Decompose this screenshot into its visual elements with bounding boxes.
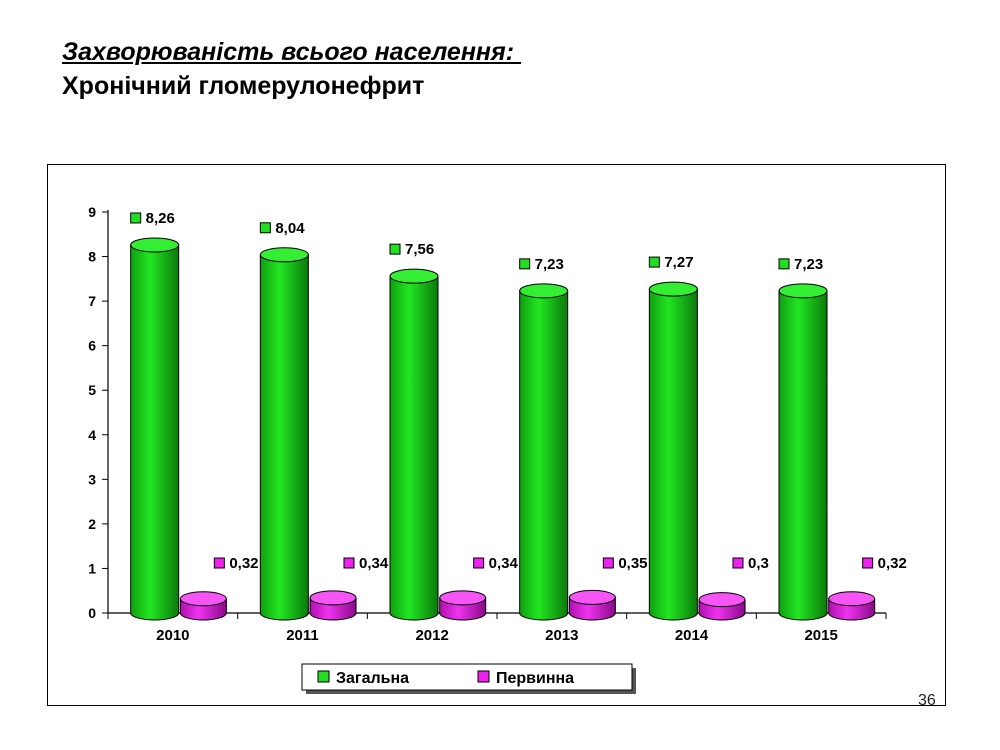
data-label-primary: 0,34 [359, 555, 389, 572]
data-label-total: 7,27 [664, 254, 693, 271]
bar-primary [698, 592, 746, 621]
label-marker-primary [862, 557, 874, 569]
y-tick-label: 4 [88, 427, 96, 443]
label-marker-primary [732, 557, 744, 569]
bar-primary [439, 590, 487, 621]
label-marker-primary [213, 557, 225, 569]
x-tick-label: 2010 [156, 627, 189, 644]
label-marker-total [389, 243, 401, 255]
bar-primary [179, 591, 227, 621]
y-tick-label: 0 [88, 605, 96, 621]
label-marker-total [778, 258, 790, 270]
x-tick-label: 2015 [804, 627, 837, 644]
bar-total [389, 268, 439, 621]
bar-primary [828, 591, 876, 621]
bar-chart: 0 1 2 3 4 5 6 7 8 9 2010 2011 2012 2013 2014 2015 8,26 0,… [88, 204, 907, 694]
label-marker-primary [343, 557, 355, 569]
label-marker-primary [473, 557, 485, 569]
bar-total [259, 247, 309, 621]
data-label-primary: 0,3 [748, 555, 769, 572]
label-marker-total [648, 256, 660, 268]
y-tick-label: 3 [88, 471, 96, 487]
y-tick-label: 8 [88, 249, 96, 265]
x-tick-label: 2014 [675, 627, 709, 644]
slide-title-line1: Захворюваність всього населення: [62, 38, 522, 66]
x-tick-label: 2013 [545, 627, 578, 644]
bar-total [130, 237, 180, 621]
x-tick-label: 2012 [415, 627, 448, 644]
legend-marker [477, 670, 490, 683]
x-tick-label: 2011 [286, 627, 319, 644]
label-marker-total [259, 222, 271, 234]
chart-area: 0 1 2 3 4 5 6 7 8 9 2010 2011 2012 2013 2014 2015 8,26 0,… [47, 164, 946, 706]
data-label-total: 7,23 [794, 256, 823, 273]
data-label-total: 8,26 [146, 210, 175, 227]
label-marker-total [519, 258, 531, 270]
legend-label: Первинна [496, 670, 574, 687]
data-label-total: 7,56 [405, 241, 434, 258]
bar-primary [568, 589, 616, 621]
legend-marker [317, 670, 330, 683]
y-tick-label: 7 [88, 293, 96, 309]
bar-total [519, 283, 569, 621]
data-label-primary: 0,35 [618, 555, 647, 572]
data-label-total: 8,04 [275, 220, 305, 237]
y-tick-label: 9 [88, 204, 96, 220]
slide-title-line2: Хронічний гломерулонефрит [62, 72, 425, 100]
page-number: 36 [918, 692, 936, 709]
data-label-total: 7,23 [535, 256, 564, 273]
bar-primary [309, 590, 357, 621]
data-label-primary: 0,32 [229, 555, 258, 572]
label-marker-total [130, 212, 142, 224]
bar-total [778, 283, 828, 621]
data-label-primary: 0,34 [489, 555, 519, 572]
y-tick-label: 6 [88, 338, 96, 354]
legend: Загальна Первинна [301, 663, 636, 694]
legend-label: Загальна [336, 670, 409, 687]
label-marker-primary [602, 557, 614, 569]
y-tick-label: 2 [88, 516, 96, 532]
bar-total [648, 281, 698, 621]
data-label-primary: 0,32 [878, 555, 907, 572]
y-tick-label: 5 [88, 382, 96, 398]
y-tick-label: 1 [88, 560, 96, 576]
